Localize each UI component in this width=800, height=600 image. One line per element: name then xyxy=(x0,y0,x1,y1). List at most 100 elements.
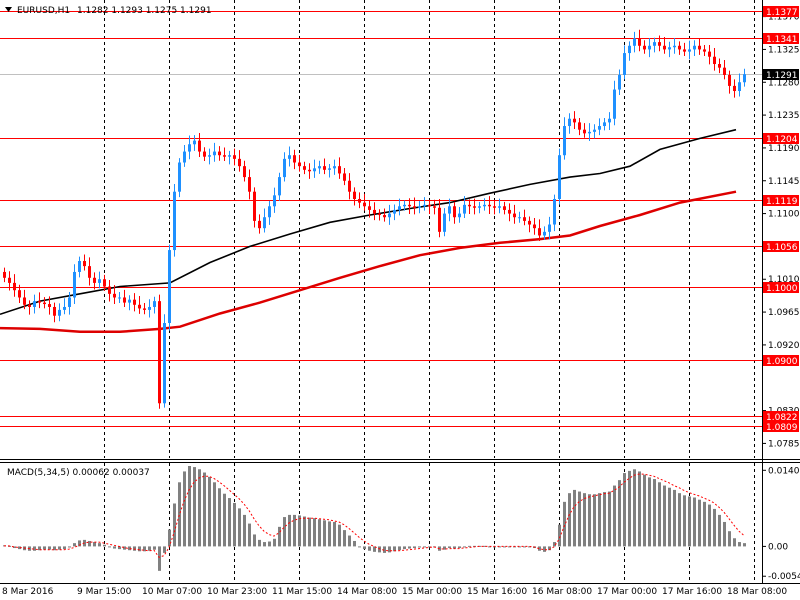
macd-bar xyxy=(403,546,406,550)
candle-body xyxy=(653,42,656,46)
candle-body xyxy=(413,206,416,208)
macd-bar xyxy=(633,469,636,547)
macd-bar xyxy=(518,546,521,548)
macd-tick-label: -0.00549 xyxy=(768,572,800,582)
candle-body xyxy=(718,64,721,68)
candle-body xyxy=(163,323,166,404)
time-axis[interactable]: 8 Mar 2016 9 Mar 15:00 10 Mar 07:00 10 Mar … xyxy=(2,587,787,597)
candle-body xyxy=(663,45,666,50)
candle-body xyxy=(623,53,626,75)
candle-body xyxy=(98,279,101,283)
candle-body xyxy=(358,198,361,203)
macd-bar xyxy=(278,526,281,547)
macd-bar xyxy=(418,546,421,548)
macd-bar xyxy=(213,482,216,547)
macd-bar xyxy=(383,546,386,553)
level-label: 1.0900 xyxy=(766,357,798,367)
macd-bar xyxy=(318,519,321,547)
macd-bar xyxy=(158,546,161,571)
candle-body xyxy=(733,85,736,92)
macd-bar xyxy=(638,471,641,547)
macd-bar xyxy=(178,482,181,547)
candle-body xyxy=(288,155,291,159)
level-tag xyxy=(763,133,799,144)
macd-bar xyxy=(653,479,656,547)
candle-body xyxy=(728,74,731,86)
candle-body xyxy=(648,45,651,50)
macd-bar xyxy=(233,502,236,547)
candle-body xyxy=(463,204,466,214)
price-tick-label: 1.1235 xyxy=(768,111,800,121)
candle-body xyxy=(63,306,66,310)
candle-body xyxy=(703,49,706,52)
macd-bar xyxy=(643,474,646,547)
macd-bar xyxy=(378,546,381,553)
macd-bar xyxy=(548,546,551,551)
support-resistance-levels xyxy=(0,11,762,427)
macd-bar xyxy=(693,497,696,547)
macd-bar xyxy=(253,534,256,547)
candle-body xyxy=(738,82,741,92)
time-tick-label: 11 Mar 15:00 xyxy=(272,587,332,597)
current-price-label: 1.1291 xyxy=(766,71,798,81)
macd-bar xyxy=(593,494,596,547)
candle-body xyxy=(693,45,696,50)
candle-body xyxy=(283,158,286,178)
macd-bar xyxy=(713,508,716,547)
price-axis[interactable]: 1.1370 1.1325 1.1280 1.1235 1.1190 1.1145 1.11… xyxy=(762,6,800,449)
level-label: 1.1056 xyxy=(766,243,798,253)
candle-body xyxy=(143,308,146,310)
candle-body xyxy=(448,206,451,214)
candle-body xyxy=(588,131,591,134)
candle-body xyxy=(43,302,46,305)
macd-bar xyxy=(73,543,76,547)
candle-body xyxy=(398,206,401,210)
candle-body xyxy=(538,228,541,236)
price-tick-label: 1.0920 xyxy=(768,341,800,351)
candle-body xyxy=(73,271,76,298)
time-tick-label: 18 Mar 08:00 xyxy=(727,587,787,597)
candle-body xyxy=(313,168,316,172)
candle-body xyxy=(518,217,521,219)
macd-bar xyxy=(423,546,426,548)
macd-bar xyxy=(683,495,686,547)
candle-body xyxy=(278,177,281,196)
macd-bar xyxy=(678,493,681,547)
triangle-down-icon[interactable] xyxy=(5,7,12,12)
candle-body xyxy=(68,297,71,307)
level-tag xyxy=(763,241,799,252)
candle-body xyxy=(298,162,301,167)
candle-body xyxy=(218,151,221,156)
candle-body xyxy=(608,118,611,123)
candle-body xyxy=(108,286,111,294)
macd-bar xyxy=(618,480,621,547)
macd-bar xyxy=(393,546,396,552)
candle-body xyxy=(613,89,616,119)
candle-body xyxy=(173,191,176,251)
macd-bar xyxy=(733,538,736,547)
candle-body xyxy=(543,231,546,236)
macd-tick-label: 0.00 xyxy=(768,542,788,552)
candle-body xyxy=(713,56,716,65)
candle-body xyxy=(618,74,621,90)
macd-bar xyxy=(698,499,701,547)
macd-bar xyxy=(668,487,671,547)
price-tick-label: 1.1325 xyxy=(768,45,800,55)
candle-body xyxy=(273,195,276,207)
candle-body xyxy=(603,122,606,127)
candle-body xyxy=(583,129,586,134)
candle-body xyxy=(148,306,151,310)
macd-bar xyxy=(13,546,16,549)
level-tag xyxy=(763,33,799,44)
macd-bar xyxy=(208,476,211,547)
macd-bar xyxy=(428,546,431,548)
candle-body xyxy=(638,38,641,46)
macd-bar xyxy=(523,546,526,548)
candle-body xyxy=(433,206,436,208)
candle-body xyxy=(368,206,371,210)
macd-bar xyxy=(328,521,331,547)
candle-body xyxy=(443,213,446,232)
candle-body xyxy=(668,47,671,50)
macd-bar xyxy=(173,503,176,547)
